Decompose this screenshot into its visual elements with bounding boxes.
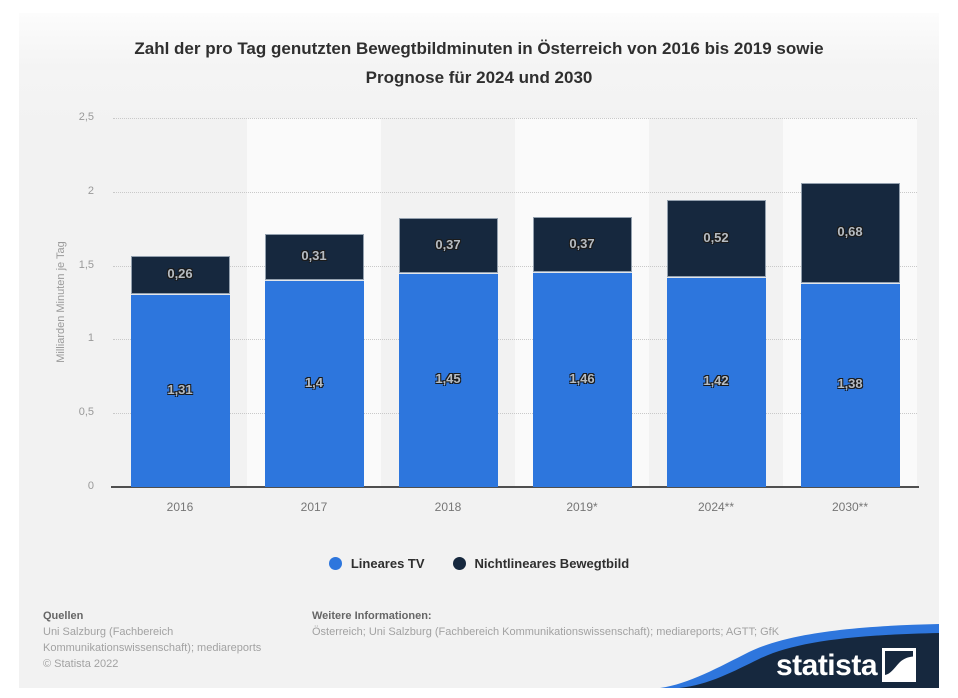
more-info-block: Weitere Informationen: Österreich; Uni S… bbox=[312, 608, 952, 640]
bar-value-label: 1,45 bbox=[435, 371, 461, 386]
statista-wordmark: statista bbox=[776, 649, 878, 682]
statista-glyph-icon bbox=[882, 648, 916, 682]
gridline bbox=[113, 413, 917, 415]
bar-value-label: 1,31 bbox=[167, 381, 193, 397]
sources-heading: Quellen bbox=[43, 610, 84, 622]
x-axis-line bbox=[111, 486, 919, 488]
legend-label: Nichtlineares Bewegtbild bbox=[474, 556, 630, 571]
bar-segment-nichtlineares-bewegtbild bbox=[800, 183, 900, 283]
more-info-heading: Weitere Informationen: bbox=[312, 610, 432, 622]
bar-segment-lineares-tv bbox=[130, 294, 230, 487]
y-tick-label: 2,5 bbox=[78, 111, 94, 123]
y-tick-label: 0,5 bbox=[78, 406, 94, 419]
y-tick-label: 1,5 bbox=[78, 258, 94, 271]
copyright-text: © Statista 2022 bbox=[43, 658, 119, 670]
sources-block: Quellen Uni Salzburg (Fachbereich Kommun… bbox=[43, 608, 283, 672]
y-tick-label: 0 bbox=[87, 480, 94, 492]
y-tick-label: 1 bbox=[87, 332, 94, 345]
sources-text: Uni Salzburg (Fachbereich Kommunikations… bbox=[43, 626, 262, 654]
bar-value-label: 0,26 bbox=[167, 266, 193, 281]
bar-segment-lineares-tv bbox=[264, 280, 364, 487]
bar-value-label: 1,42 bbox=[703, 373, 729, 388]
chart-card: Zahl der pro Tag genutzten Bewegtbildmin… bbox=[19, 13, 939, 688]
bar-segment-nichtlineares-bewegtbild bbox=[264, 234, 364, 280]
bar-value-label: 0,37 bbox=[569, 235, 595, 251]
bar-value-label: 0,52 bbox=[703, 229, 729, 245]
x-axis-label: 2024** bbox=[697, 500, 735, 514]
bar-segment-nichtlineares-bewegtbild bbox=[532, 217, 632, 272]
x-axis-label: 2019* bbox=[566, 500, 598, 514]
legend-item: Nichtlineares Bewegtbild bbox=[452, 556, 630, 571]
x-axis-label: 2018 bbox=[434, 500, 462, 514]
gridline bbox=[113, 265, 917, 267]
bar-segment-lineares-tv bbox=[398, 273, 498, 487]
logo-banner-shape bbox=[679, 633, 939, 688]
chart-title: Zahl der pro Tag genutzten Bewegtbildmin… bbox=[19, 34, 939, 92]
bar-value-label: 1,46 bbox=[569, 370, 595, 386]
bar-value-label: 1,4 bbox=[304, 374, 324, 390]
legend-label: Lineares TV bbox=[350, 556, 425, 571]
bar-segment-nichtlineares-bewegtbild bbox=[666, 200, 766, 277]
x-axis-label: 2017 bbox=[300, 500, 328, 514]
legend-swatch-icon bbox=[328, 557, 342, 570]
bar-value-label: 1,38 bbox=[837, 376, 863, 391]
legend-item: Lineares TV bbox=[328, 556, 425, 571]
bar-segment-nichtlineares-bewegtbild bbox=[130, 256, 230, 294]
bar-segment-lineares-tv bbox=[532, 272, 632, 487]
more-info-text: Österreich; Uni Salzburg (Fachbereich Ko… bbox=[312, 626, 780, 638]
x-axis-label: 2030** bbox=[831, 500, 869, 514]
plot-area: 1,31 0,26 1,4 0,31 1,45 0,37 1,46 0,37 1,42 0,52 1… bbox=[111, 118, 919, 488]
legend: Lineares TV Nichtlineares Bewegtbild bbox=[19, 556, 939, 571]
chart-title-line-2: Prognose für 2024 und 2030 bbox=[365, 68, 593, 87]
gridline bbox=[113, 191, 917, 193]
bar-segment-lineares-tv bbox=[800, 283, 900, 487]
gridline bbox=[113, 118, 917, 119]
bar-segment-nichtlineares-bewegtbild bbox=[398, 218, 498, 273]
statista-logo[interactable]: statista bbox=[619, 619, 939, 688]
bar-value-label: 0,68 bbox=[837, 224, 863, 239]
y-tick-label: 2 bbox=[87, 184, 94, 197]
chart-title-line-1: Zahl der pro Tag genutzten Bewegtbildmin… bbox=[134, 39, 824, 58]
bar-segment-lineares-tv bbox=[666, 277, 766, 487]
legend-swatch-icon bbox=[452, 557, 466, 570]
gridline bbox=[113, 339, 917, 341]
bar-value-label: 0,31 bbox=[301, 248, 327, 263]
x-axis-label: 2016 bbox=[166, 500, 194, 514]
bar-value-label: 0,37 bbox=[435, 236, 461, 252]
